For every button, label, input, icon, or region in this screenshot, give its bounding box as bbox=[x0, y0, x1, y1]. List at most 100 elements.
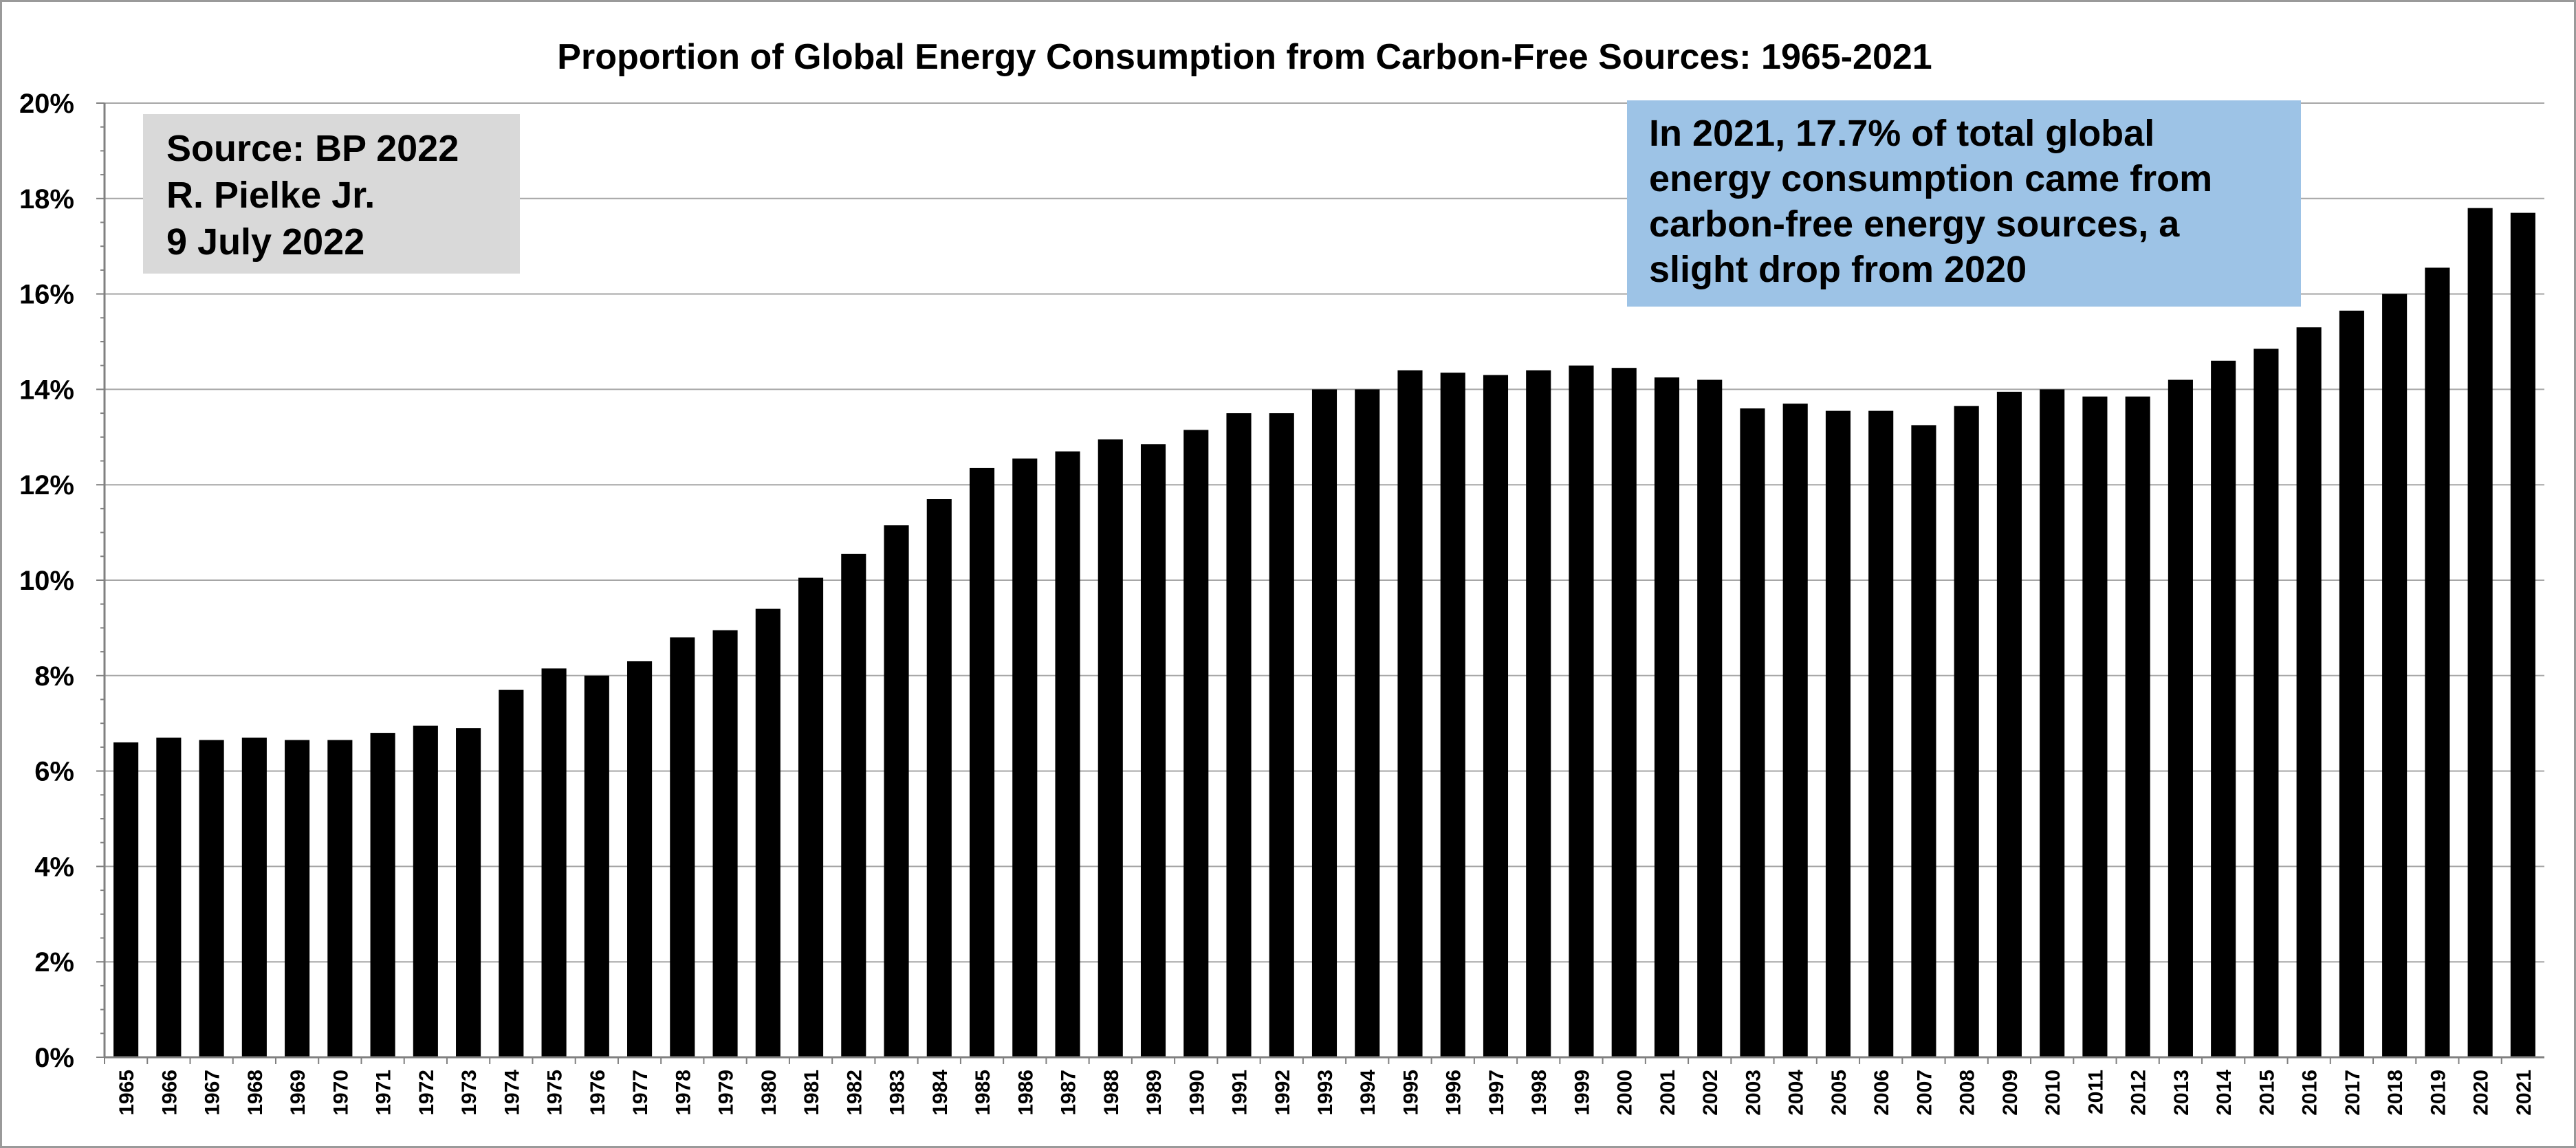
bar-2002 bbox=[1697, 379, 1723, 1057]
x-tick-label: 1966 bbox=[158, 1070, 181, 1116]
bar-1985 bbox=[969, 467, 995, 1057]
date-line: 9 July 2022 bbox=[166, 221, 364, 263]
x-tick-label: 2009 bbox=[1999, 1070, 2022, 1116]
x-tick-label: 1967 bbox=[201, 1070, 224, 1116]
bar-2013 bbox=[2168, 379, 2193, 1057]
bar-1969 bbox=[285, 740, 310, 1057]
bar-1984 bbox=[926, 499, 952, 1057]
bar-1990 bbox=[1183, 430, 1209, 1057]
bar-2001 bbox=[1654, 377, 1680, 1057]
bar-1995 bbox=[1397, 370, 1423, 1057]
bar-2011 bbox=[2082, 396, 2108, 1057]
author-line: R. Pielke Jr. bbox=[166, 175, 375, 216]
bar-2006 bbox=[1868, 410, 1894, 1057]
x-tick-label: 1987 bbox=[1058, 1070, 1080, 1116]
x-tick-label: 2014 bbox=[2213, 1070, 2236, 1116]
x-tick-label: 1998 bbox=[1528, 1070, 1551, 1116]
x-tick-label: 1974 bbox=[501, 1070, 523, 1116]
bar-1998 bbox=[1526, 370, 1551, 1057]
x-tick-label: 1996 bbox=[1443, 1070, 1465, 1116]
source-line: Source: BP 2022 bbox=[166, 128, 459, 169]
bar-2014 bbox=[2211, 360, 2236, 1057]
x-tick-label: 1988 bbox=[1100, 1070, 1123, 1116]
bar-1965 bbox=[113, 742, 139, 1057]
y-tick-label: 8% bbox=[34, 661, 74, 692]
y-tick-label: 14% bbox=[19, 375, 74, 405]
x-tick-label: 2020 bbox=[2470, 1070, 2493, 1116]
y-tick-label: 4% bbox=[34, 852, 74, 882]
source-box-background bbox=[143, 114, 520, 274]
bar-1983 bbox=[884, 525, 909, 1057]
y-axis-tick-labels: 0% 2% 4% 6% 8% 10% 12% 14% 16% 18% 20% bbox=[19, 89, 74, 1073]
x-tick-label: 2011 bbox=[2084, 1070, 2107, 1114]
bar-2018 bbox=[2382, 294, 2408, 1058]
bar-1996 bbox=[1440, 373, 1465, 1057]
x-tick-label: 2006 bbox=[1870, 1070, 1893, 1116]
x-tick-label: 1994 bbox=[1357, 1070, 1379, 1116]
x-tick-label: 1982 bbox=[843, 1070, 866, 1116]
axes bbox=[96, 102, 2544, 1064]
note-line: energy consumption came from bbox=[1649, 158, 2212, 199]
bar-1993 bbox=[1311, 389, 1338, 1057]
x-tick-label: 1968 bbox=[244, 1070, 267, 1116]
x-tick-label: 1969 bbox=[287, 1070, 309, 1116]
chart-title: Proportion of Global Energy Consumption … bbox=[557, 37, 1932, 77]
x-tick-label: 1999 bbox=[1571, 1070, 1593, 1116]
x-tick-label: 1995 bbox=[1399, 1070, 1422, 1116]
x-tick-label: 2012 bbox=[2128, 1070, 2150, 1116]
y-tick-label: 2% bbox=[34, 947, 74, 978]
note-annotation-box: In 2021, 17.7% of total global energy co… bbox=[1627, 100, 2301, 307]
x-tick-label: 2002 bbox=[1699, 1070, 1722, 1116]
x-tick-label: 2018 bbox=[2384, 1070, 2407, 1116]
bar-1978 bbox=[670, 637, 695, 1057]
x-tick-label: 1989 bbox=[1143, 1070, 1166, 1116]
bar-2015 bbox=[2253, 349, 2279, 1057]
x-tick-label: 2000 bbox=[1614, 1070, 1637, 1116]
y-tick-label: 10% bbox=[19, 566, 74, 596]
bar-1982 bbox=[841, 553, 866, 1057]
x-tick-label: 1984 bbox=[929, 1070, 952, 1116]
bar-2010 bbox=[2040, 389, 2065, 1057]
x-tick-label: 2007 bbox=[1913, 1070, 1936, 1116]
bar-1970 bbox=[327, 740, 353, 1057]
bar-2007 bbox=[1911, 425, 1936, 1057]
bar-1967 bbox=[199, 740, 224, 1057]
x-tick-label: 1979 bbox=[715, 1070, 738, 1116]
bar-1991 bbox=[1226, 413, 1252, 1057]
x-tick-label: 1985 bbox=[972, 1070, 994, 1116]
x-tick-label: 1971 bbox=[373, 1070, 395, 1116]
bar-1975 bbox=[541, 668, 567, 1057]
x-tick-label: 2019 bbox=[2427, 1070, 2449, 1116]
bar-1972 bbox=[413, 725, 438, 1057]
x-tick-label: 1978 bbox=[672, 1070, 695, 1116]
bar-2017 bbox=[2339, 310, 2364, 1057]
x-tick-label: 1983 bbox=[886, 1070, 909, 1116]
bar-1989 bbox=[1140, 444, 1166, 1057]
x-tick-label: 1986 bbox=[1014, 1070, 1037, 1116]
bar-1981 bbox=[798, 577, 824, 1057]
y-tick-label: 20% bbox=[19, 89, 74, 119]
x-tick-label: 1973 bbox=[458, 1070, 481, 1116]
bar-1977 bbox=[627, 661, 653, 1057]
x-tick-label: 2013 bbox=[2170, 1070, 2193, 1116]
note-box-background bbox=[1627, 100, 2301, 307]
x-tick-label: 2003 bbox=[1742, 1070, 1765, 1116]
bar-1992 bbox=[1269, 413, 1294, 1057]
x-tick-label: 1981 bbox=[800, 1070, 823, 1116]
bar-2000 bbox=[1611, 368, 1637, 1057]
x-tick-label: 2015 bbox=[2256, 1070, 2278, 1116]
bar-1994 bbox=[1355, 389, 1380, 1057]
x-tick-label: 1976 bbox=[587, 1070, 609, 1116]
bar-1973 bbox=[456, 728, 481, 1057]
bar-2005 bbox=[1825, 410, 1851, 1057]
bars bbox=[113, 208, 2535, 1058]
x-tick-label: 1977 bbox=[629, 1070, 652, 1116]
bar-2012 bbox=[2125, 396, 2150, 1057]
x-tick-label: 2005 bbox=[1828, 1070, 1851, 1116]
note-line: In 2021, 17.7% of total global bbox=[1649, 113, 2154, 154]
x-tick-label: 1970 bbox=[329, 1070, 352, 1116]
x-tick-label: 1992 bbox=[1271, 1070, 1294, 1116]
x-tick-label: 2001 bbox=[1657, 1070, 1679, 1116]
